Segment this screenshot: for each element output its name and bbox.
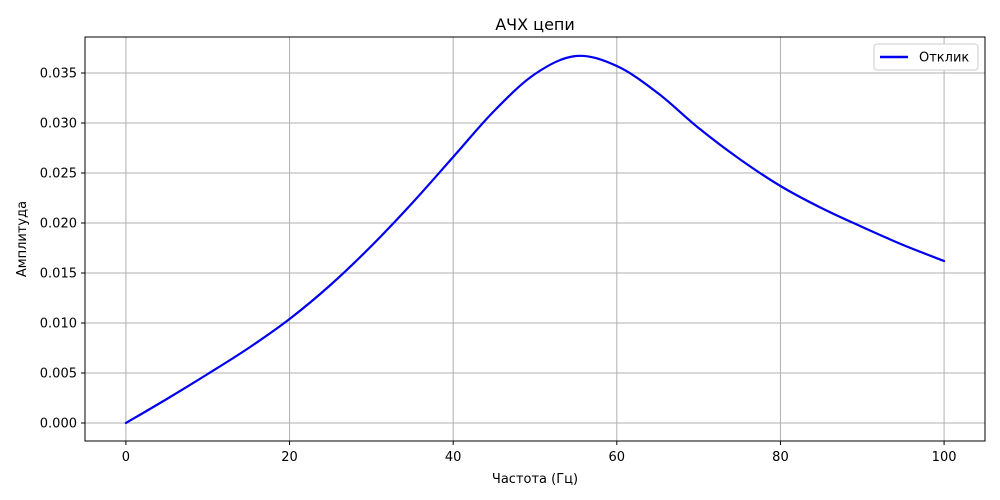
y-tick-label: 0.025	[40, 167, 77, 182]
series-line-otklik	[124, 54, 946, 425]
x-tick-label: 40	[445, 450, 462, 465]
legend-label: Отклик	[919, 51, 969, 66]
legend-box	[873, 43, 979, 71]
series-layer	[124, 54, 946, 425]
y-tick-label: 0.030	[40, 117, 77, 132]
legend: Отклик	[873, 43, 979, 71]
x-axis-title: Частота (Гц)	[492, 472, 578, 487]
axis-ticks: 0 20 40 60 80 100 0.000 0.005 0.010 0.015 0.020 0.0…	[40, 67, 957, 466]
x-tick-label: 60	[609, 450, 626, 465]
y-tick-label: 0.010	[40, 317, 77, 332]
x-tick-label: 0	[122, 450, 130, 465]
y-tick-label: 0.005	[40, 367, 77, 382]
plot-area	[84, 36, 986, 442]
y-tick-label: 0.000	[40, 417, 77, 432]
y-tick-label: 0.035	[40, 67, 77, 82]
x-tick-label: 100	[932, 450, 957, 465]
chart-title: АЧХ цепи	[495, 15, 575, 34]
y-axis-title: Амплитуда	[15, 201, 30, 277]
x-tick-label: 20	[281, 450, 298, 465]
y-tick-label: 0.020	[40, 217, 77, 232]
x-tick-label: 80	[772, 450, 789, 465]
y-tick-label: 0.015	[40, 267, 77, 282]
